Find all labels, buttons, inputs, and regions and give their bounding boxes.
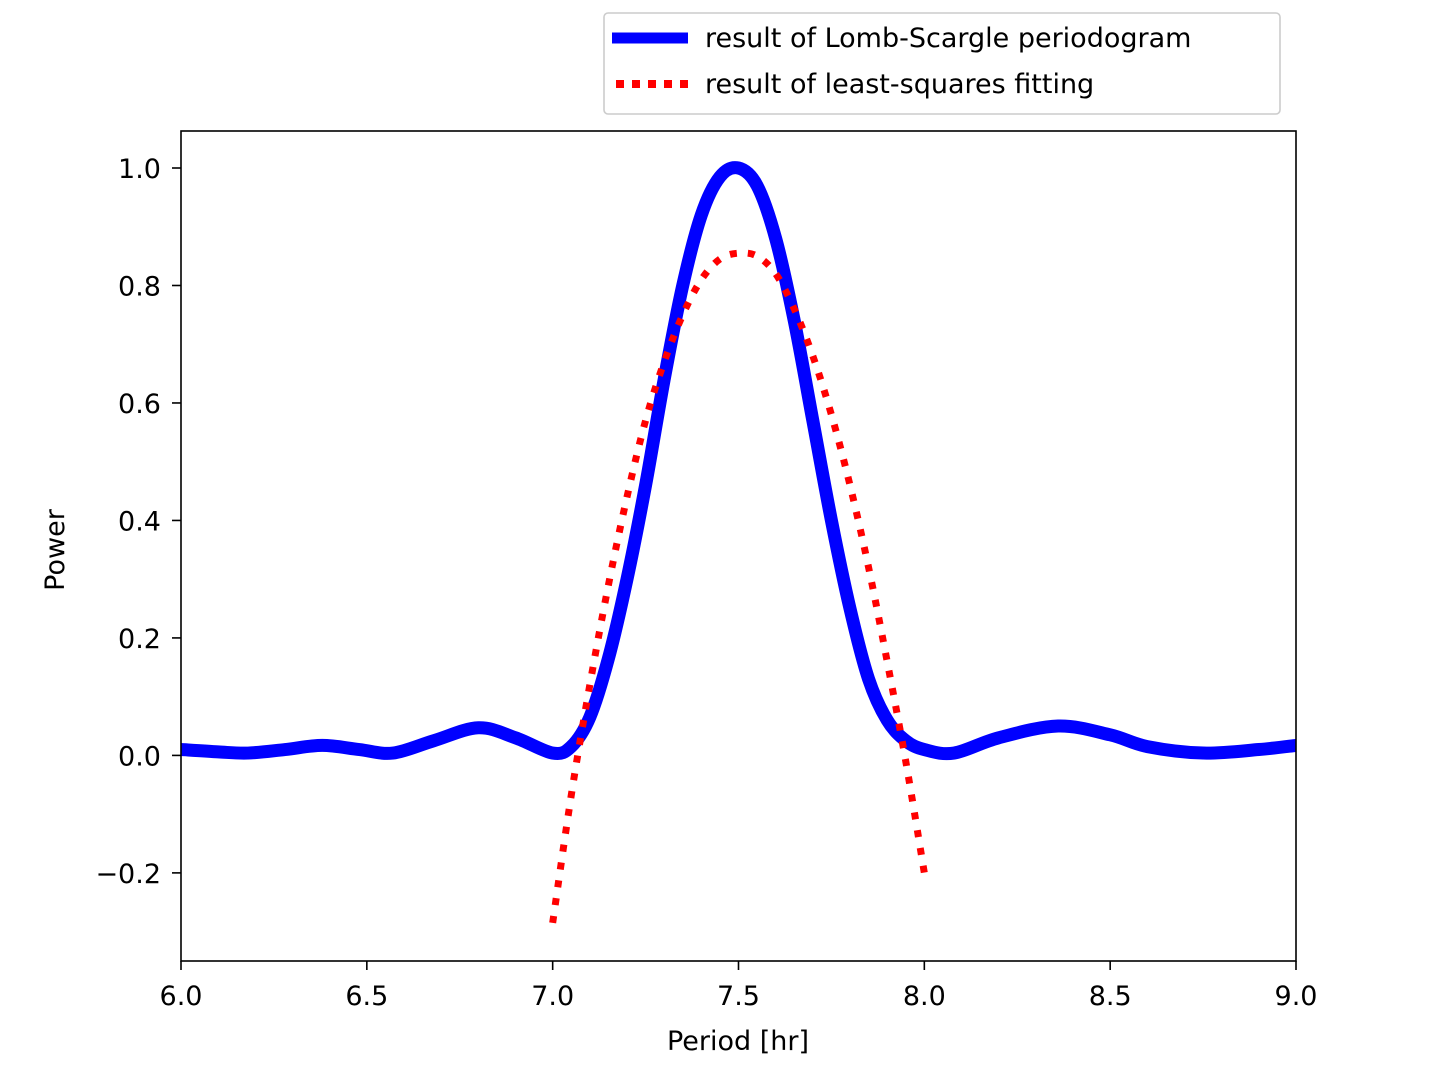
y-tick-label: −0.2: [95, 859, 161, 890]
legend: result of Lomb-Scargle periodogram resul…: [603, 12, 1281, 115]
x-tick-label: 8.5: [1089, 981, 1132, 1012]
legend-frame: [603, 12, 1281, 115]
y-tick-label: 0.4: [118, 506, 161, 537]
y-tick-label: 0.8: [118, 271, 161, 302]
y-tick-label: 0.2: [118, 624, 161, 655]
y-tick-label: 1.0: [118, 154, 161, 185]
x-axis-label: Period [hr]: [667, 1026, 809, 1057]
y-axis-label: Power: [40, 508, 71, 591]
x-tick-label: 9.0: [1275, 981, 1318, 1012]
y-tick-label: 0.6: [118, 389, 161, 420]
legend-label-lomb-scargle: result of Lomb-Scargle periodogram: [705, 23, 1191, 54]
x-axis: 6.0 6.5 7.0 7.5 8.0 8.5 9.0: [160, 961, 1318, 1012]
x-tick-label: 6.0: [160, 981, 203, 1012]
x-tick-label: 7.0: [531, 981, 574, 1012]
y-tick-label: 0.0: [118, 741, 161, 772]
series-line-least-squares: [549, 249, 928, 924]
x-tick-label: 7.5: [717, 981, 760, 1012]
legend-label-least-squares: result of least-squares fitting: [705, 69, 1094, 100]
series-line-lomb-scargle: [181, 161, 1296, 761]
y-axis: −0.2 0.0 0.2 0.4 0.6 0.8 1.0: [95, 154, 181, 890]
x-tick-label: 8.0: [903, 981, 946, 1012]
x-tick-label: 6.5: [345, 981, 388, 1012]
series-layer: [181, 161, 1296, 924]
